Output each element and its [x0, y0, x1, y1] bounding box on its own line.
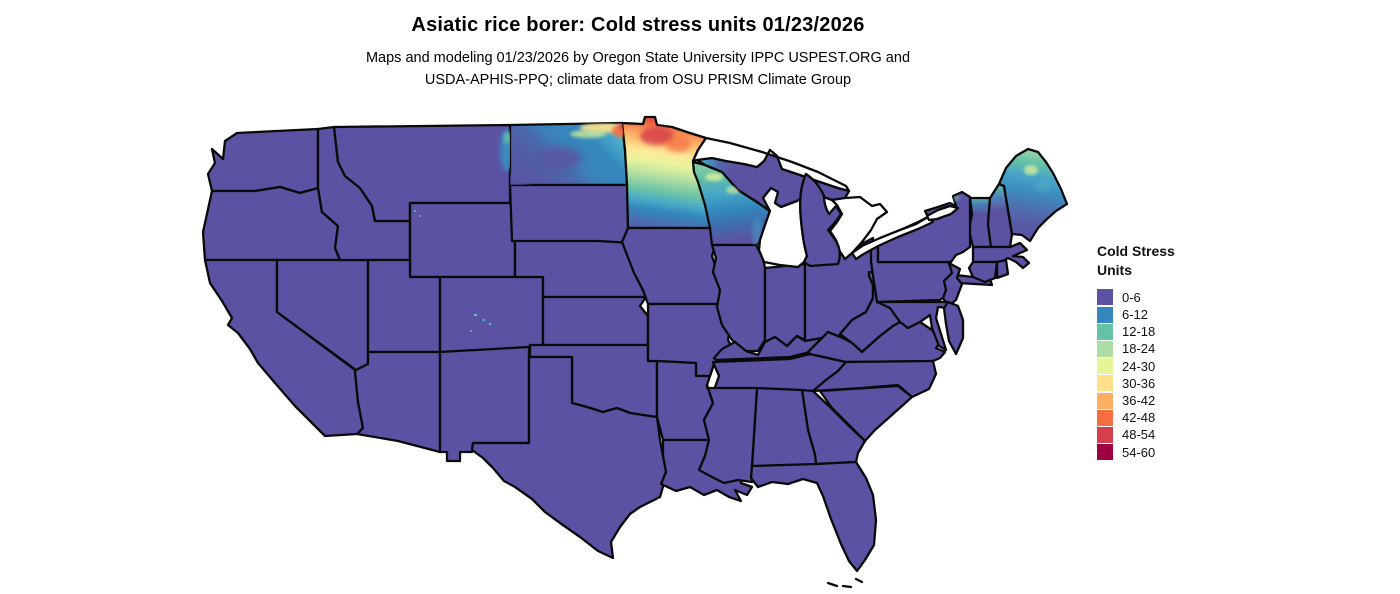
legend-title: Cold Stress Units	[1097, 242, 1247, 280]
state-kansas	[541, 295, 650, 347]
state-michigan-lower-peninsula	[799, 172, 843, 268]
lake-erie	[850, 215, 935, 261]
page-title: Asiatic rice borer: Cold stress units 01…	[411, 14, 865, 36]
mountain-specks	[414, 210, 491, 332]
legend-label: 6-12	[1122, 307, 1149, 323]
legend-label: 24-30	[1122, 358, 1156, 374]
legend-label: 12-18	[1122, 324, 1156, 340]
state-maine	[997, 147, 1069, 243]
lakes-layer	[691, 136, 960, 269]
legend-swatch	[1097, 426, 1113, 443]
legend-swatch	[1097, 323, 1113, 340]
legend-label: 48-54	[1122, 427, 1156, 443]
legend-swatch	[1097, 444, 1113, 461]
legend-label: 30-36	[1122, 375, 1156, 391]
state-rhode-island	[995, 258, 1010, 280]
legend-swatch	[1097, 375, 1113, 392]
legend-entry: 6-12	[1097, 306, 1247, 323]
delmarva-peninsula	[942, 300, 965, 356]
state-arizona	[353, 350, 442, 454]
legend-entry: 30-36	[1097, 375, 1247, 392]
state-florida	[749, 460, 878, 573]
legend-label: 18-24	[1122, 341, 1156, 357]
legend-entry: 48-54	[1097, 426, 1247, 443]
lake-ontario	[925, 204, 960, 222]
legend-swatch	[1097, 409, 1113, 426]
legend-title-line1: Cold Stress	[1097, 243, 1175, 259]
legend-entry: 12-18	[1097, 323, 1247, 340]
legend-swatch	[1097, 358, 1113, 375]
legend-swatch	[1097, 340, 1113, 357]
header: Asiatic rice borer: Cold stress units 01…	[0, 14, 1276, 92]
legend-label: 0-6	[1122, 289, 1141, 305]
state-indiana	[763, 262, 807, 348]
legend: Cold Stress Units 0-6 6-12 12-18 18-24 24-30…	[1097, 242, 1247, 461]
legend-swatch	[1097, 289, 1113, 306]
florida-keys	[826, 577, 864, 589]
legend-entry: 24-30	[1097, 358, 1247, 375]
state-colorado	[438, 275, 545, 354]
page-subtitle: Maps and modeling 01/23/2026 by Oregon S…	[0, 47, 1276, 92]
subtitle-line2: USDA-APHIS-PPQ; climate data from OSU PR…	[424, 72, 852, 89]
legend-swatch	[1097, 306, 1113, 323]
legend-entry: 36-42	[1097, 392, 1247, 409]
state-wyoming	[408, 201, 517, 279]
legend-entry: 0-6	[1097, 289, 1247, 306]
legend-entry: 54-60	[1097, 443, 1247, 461]
raster-overlays	[414, 123, 1051, 332]
subtitle-line1: Maps and modeling 01/23/2026 by Oregon S…	[365, 50, 911, 66]
legend-label: 36-42	[1122, 393, 1156, 408]
legend-entries: 0-6 6-12 12-18 18-24 24-30 30-36 36-42 42-48 48-…	[1097, 289, 1247, 461]
legend-title-line2: Units	[1097, 261, 1132, 278]
state-south-dakota	[508, 183, 635, 245]
legend-entry: 18-24	[1097, 340, 1247, 357]
legend-label: 54-60	[1122, 444, 1156, 460]
legend-swatch	[1097, 392, 1113, 409]
legend-entry: 42-48	[1097, 409, 1247, 426]
state-texas	[470, 355, 669, 560]
states-layer	[201, 115, 1069, 589]
legend-label: 42-48	[1122, 410, 1156, 426]
state-washington	[206, 127, 320, 195]
